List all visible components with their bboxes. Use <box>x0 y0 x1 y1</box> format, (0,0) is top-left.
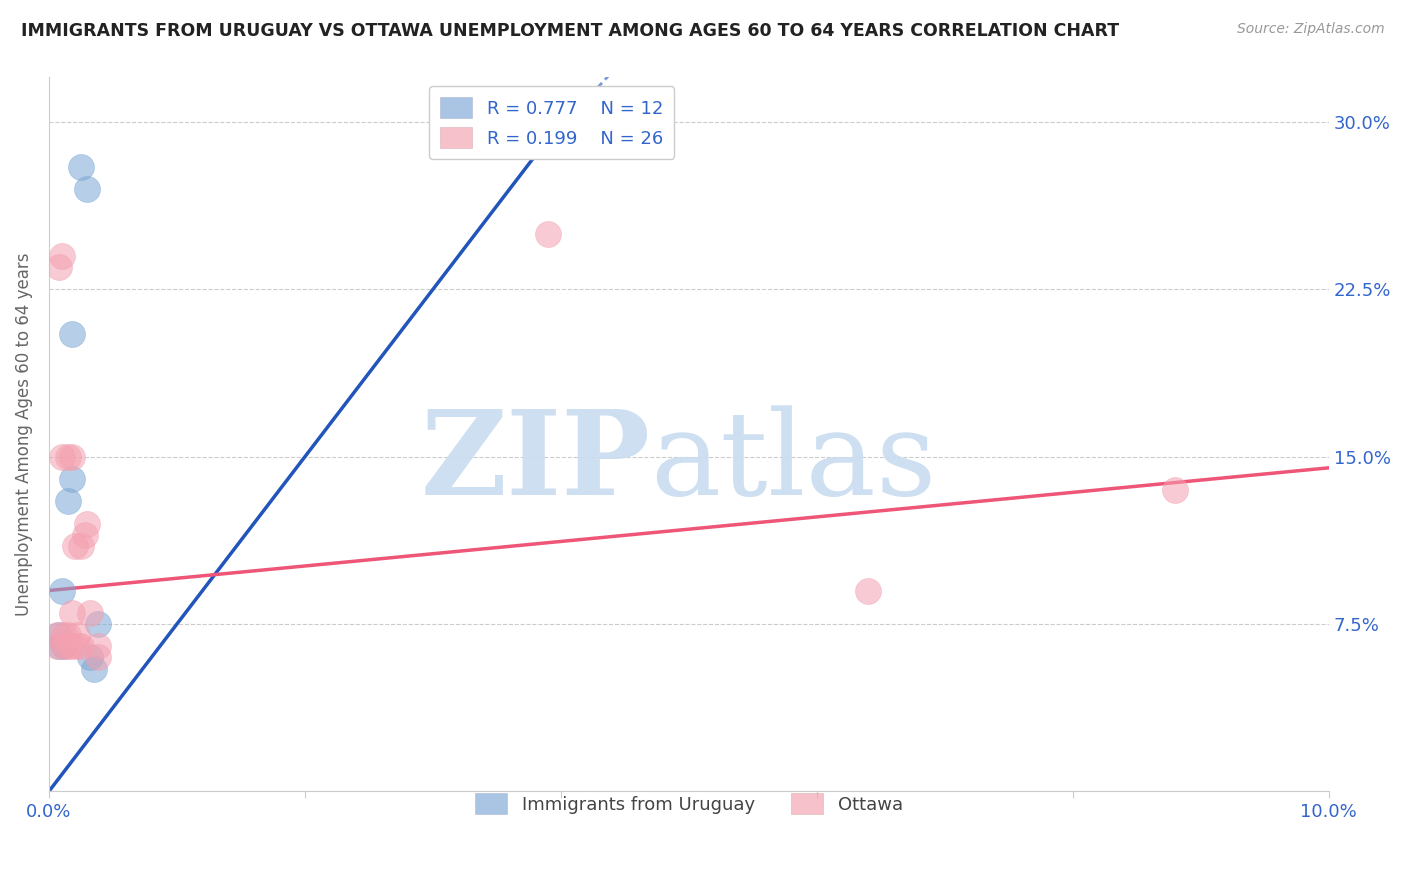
Point <box>856 583 879 598</box>
Point <box>53 640 76 654</box>
Text: IMMIGRANTS FROM URUGUAY VS OTTAWA UNEMPLOYMENT AMONG AGES 60 TO 64 YEARS CORRELA: IMMIGRANTS FROM URUGUAY VS OTTAWA UNEMPL… <box>21 22 1119 40</box>
Point <box>51 583 73 598</box>
Point <box>48 628 70 642</box>
Point <box>86 650 108 665</box>
Point <box>56 494 79 508</box>
Point <box>45 640 67 654</box>
Point <box>60 606 83 620</box>
Point <box>86 617 108 632</box>
Point <box>56 628 79 642</box>
Point <box>70 640 93 654</box>
Point <box>56 450 79 464</box>
Point <box>1164 483 1187 497</box>
Text: ZIP: ZIP <box>420 406 651 520</box>
Point <box>60 640 83 654</box>
Point <box>48 260 70 274</box>
Y-axis label: Unemployment Among Ages 60 to 64 years: Unemployment Among Ages 60 to 64 years <box>15 252 32 616</box>
Point <box>76 182 98 196</box>
Point <box>51 450 73 464</box>
Point <box>83 662 105 676</box>
Point <box>66 628 89 642</box>
Point <box>60 326 83 341</box>
Point <box>48 640 70 654</box>
Point <box>56 640 79 654</box>
Point <box>66 640 89 654</box>
Point <box>60 472 83 486</box>
Point <box>73 528 96 542</box>
Point <box>79 606 101 620</box>
Point <box>70 539 93 553</box>
Point <box>53 628 76 642</box>
Point <box>51 249 73 263</box>
Point <box>60 450 83 464</box>
Point <box>537 227 560 241</box>
Legend: Immigrants from Uruguay, Ottawa: Immigrants from Uruguay, Ottawa <box>464 782 914 825</box>
Point <box>79 650 101 665</box>
Point <box>70 160 93 174</box>
Point <box>53 640 76 654</box>
Point <box>76 516 98 531</box>
Point <box>63 539 86 553</box>
Text: atlas: atlas <box>651 406 936 520</box>
Point <box>86 640 108 654</box>
Text: Source: ZipAtlas.com: Source: ZipAtlas.com <box>1237 22 1385 37</box>
Point <box>45 628 67 642</box>
